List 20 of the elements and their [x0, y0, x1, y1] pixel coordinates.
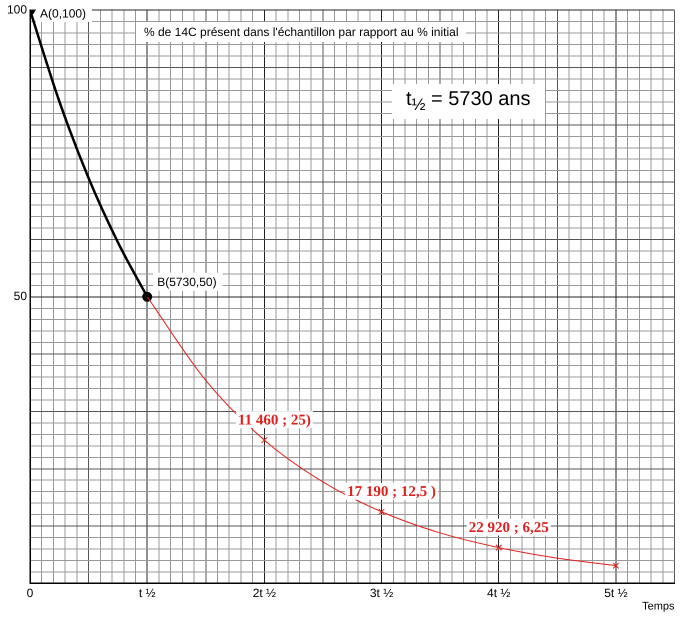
- y-tick-label: 100: [6, 2, 28, 17]
- data-label: 22 920 ; 6,25: [468, 520, 549, 536]
- data-label: 17 190 ; 12,5 ): [347, 484, 436, 500]
- annotation: % de 14C présent dans l'échantillon par rapport au % initial: [136, 22, 466, 42]
- data-label: 11 460 ; 25): [238, 412, 311, 428]
- annotation: t$_{½}$ = 5730 ans: [392, 84, 545, 119]
- point: [612, 562, 620, 569]
- data-label: A(0,100): [40, 6, 86, 20]
- x-tick-label: 5t ½: [604, 586, 628, 600]
- point: [261, 436, 268, 444]
- point: [495, 544, 502, 551]
- point: [378, 508, 385, 516]
- data-label: B(5730,50): [157, 275, 217, 290]
- x-tick-label: 2t ½: [252, 586, 276, 600]
- y-tick-label: 50: [14, 289, 28, 304]
- x-tick-label: 0: [26, 586, 34, 600]
- x-tick-label: 3t ½: [370, 586, 394, 600]
- x-axis-title: Temps: [642, 600, 675, 612]
- x-tick-label: 4t ½: [487, 586, 510, 600]
- x-tick-label: t ½: [138, 586, 156, 600]
